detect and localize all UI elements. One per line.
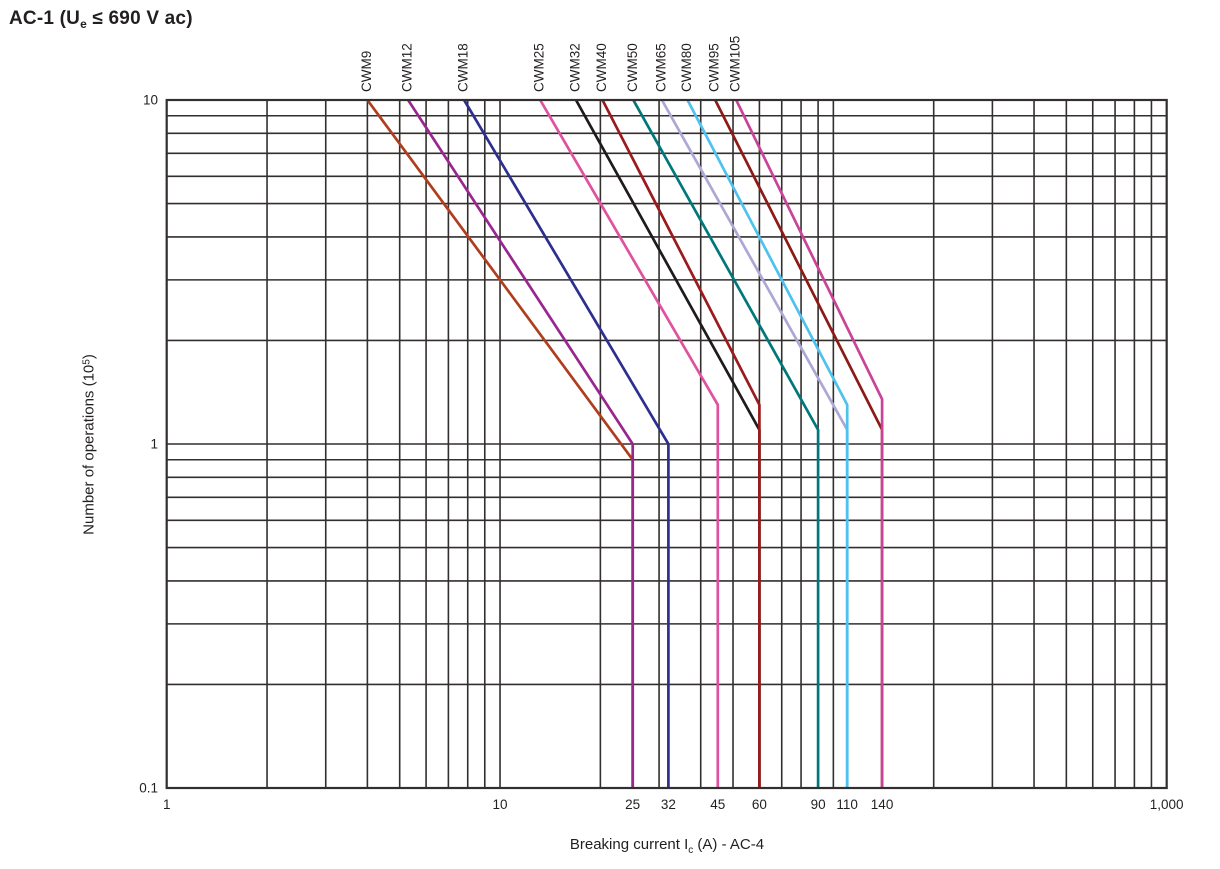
chart-title-post: ≤ 690 V ac) [86, 8, 193, 29]
curve-top-label-CWM95: CWM95 [707, 43, 722, 92]
plot-border [165, 98, 1168, 790]
x-axis-title: Breaking current Ic (A) - AC-4 [467, 836, 867, 856]
curve-CWM18 [462, 99, 670, 788]
x-tick-label-25: 25 [625, 797, 640, 812]
x-axis-title-sub: c [688, 845, 694, 856]
y-axis-title: Number of operations (105) [81, 245, 98, 645]
curve-top-label-CWM32: CWM32 [567, 43, 582, 92]
y-tick-label-10: 10 [143, 93, 158, 108]
x-tick-label-10: 10 [493, 797, 508, 812]
y-tick-label-0_1: 0.1 [139, 781, 158, 796]
y-axis-title-pre: Number of operations (10 [80, 364, 98, 535]
curve-top-label-CWM25: CWM25 [532, 43, 547, 92]
x-tick-label-1000: 1,000 [1150, 797, 1184, 812]
chart-title-pre: AC-1 (U [9, 8, 81, 29]
x-tick-label-110: 110 [836, 797, 858, 812]
curve-CWM40 [601, 99, 761, 788]
curve-top-label-CWM9: CWM9 [359, 51, 374, 92]
curve-CWM25 [539, 99, 720, 788]
x-tick-label-90: 90 [811, 797, 826, 812]
curve-CWM80 [686, 99, 849, 788]
curve-CWM105 [734, 99, 884, 788]
chart-title: AC-1 (Ue ≤ 690 V ac) [9, 8, 193, 31]
x-tick-label-45: 45 [710, 797, 725, 812]
y-tick-label-1: 1 [150, 437, 158, 452]
x-axis-title-post: (A) - AC-4 [693, 836, 765, 853]
chart-title-sub: e [80, 17, 87, 31]
curve-top-label-CWM12: CWM12 [400, 43, 415, 92]
x-tick-label-140: 140 [871, 797, 894, 812]
y-axis-title-post: ) [80, 354, 98, 360]
curve-CWM50 [632, 99, 820, 788]
x-tick-label-60: 60 [752, 797, 767, 812]
curve-CWM12 [406, 99, 635, 788]
curve-top-label-CWM80: CWM80 [679, 43, 694, 92]
curve-top-label-CWM18: CWM18 [456, 43, 471, 92]
curve-top-label-CWM65: CWM65 [653, 43, 668, 92]
y-axis-title-sup: 5 [81, 359, 93, 365]
curve-top-label-CWM40: CWM40 [594, 43, 609, 92]
x-tick-label-32: 32 [661, 797, 676, 812]
curve-top-label-CWM50: CWM50 [625, 43, 640, 92]
x-tick-label-1: 1 [163, 797, 171, 812]
x-axis-title-pre: Breaking current I [569, 836, 689, 853]
curve-top-label-CWM105: CWM105 [728, 36, 743, 92]
